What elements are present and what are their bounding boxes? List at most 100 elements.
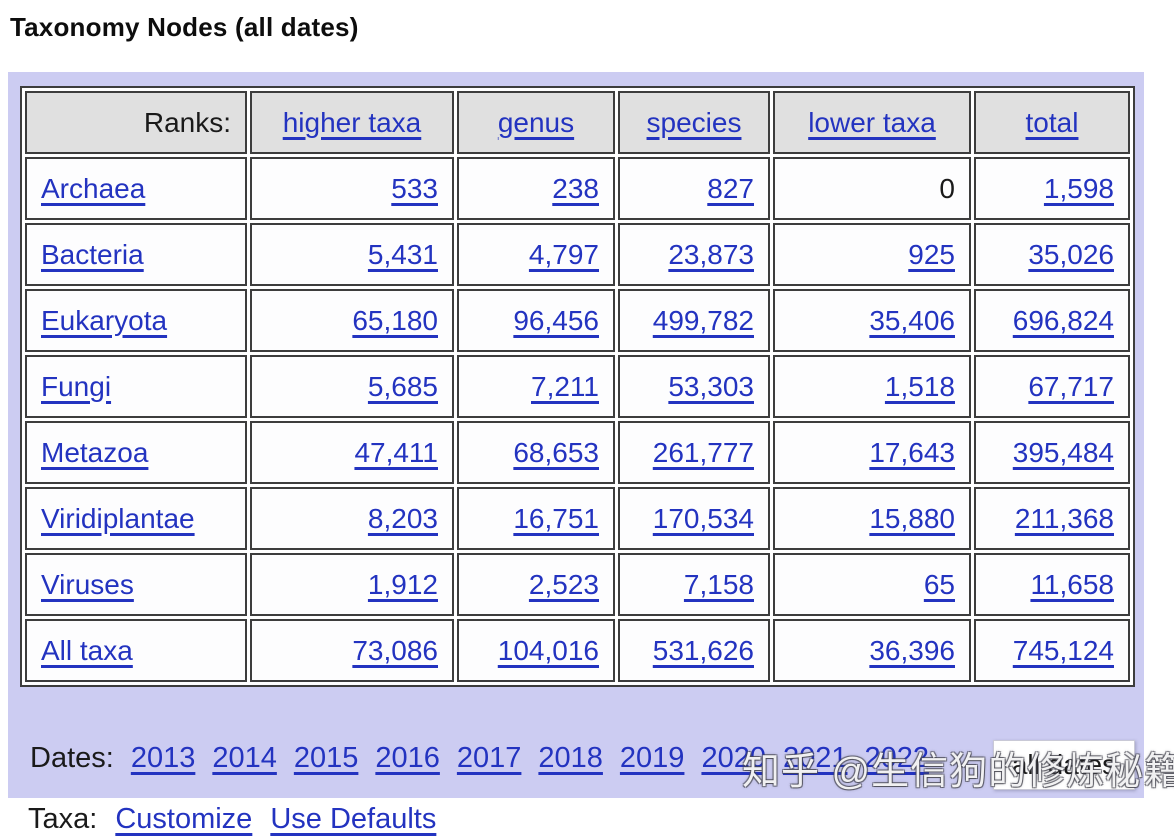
table-cell: 170,534 [618,487,770,550]
cell-link-all-taxa-lower-taxa[interactable]: 36,396 [869,634,955,666]
row-link-fungi[interactable]: Fungi [41,370,112,402]
dates-bar: Dates: 2013 2014 2015 2016 2017 2018 2019 2020 20… [30,742,929,775]
table-cell: 7,211 [457,355,615,418]
table-cell: 238 [457,157,615,220]
column-link-species[interactable]: species [646,106,742,138]
cell-link-eukaryota-higher-taxa[interactable]: 65,180 [352,304,438,336]
customize-link[interactable]: Customize [115,803,253,835]
cell-link-fungi-lower-taxa[interactable]: 1,518 [884,370,955,402]
cell-link-archaea-total[interactable]: 1,598 [1043,172,1114,204]
date-link-2014[interactable]: 2014 [212,742,277,774]
cell-link-bacteria-species[interactable]: 23,873 [668,238,754,270]
cell-value-archaea-lower-taxa: 0 [939,172,955,204]
cell-link-metazoa-lower-taxa[interactable]: 17,643 [869,436,955,468]
cell-link-fungi-total[interactable]: 67,717 [1028,370,1114,402]
table-cell: 211,368 [974,487,1130,550]
header-row: Ranks: higher taxa genus species lower t… [25,91,1130,154]
row-link-eukaryota[interactable]: Eukaryota [41,304,168,336]
date-link-2015[interactable]: 2015 [293,742,359,774]
table-cell: 1,598 [974,157,1130,220]
cell-link-viruses-higher-taxa[interactable]: 1,912 [367,568,438,600]
cell-link-archaea-higher-taxa[interactable]: 533 [391,172,438,204]
dates-label: Dates: [30,742,114,774]
date-link-2017[interactable]: 2017 [456,742,522,774]
table-cell: 35,406 [773,289,971,352]
cell-link-eukaryota-species[interactable]: 499,782 [652,304,754,336]
table-row: Eukaryota 65,180 96,456 499,782 35,406 696,8… [25,289,1130,352]
cell-link-viridiplantae-lower-taxa[interactable]: 15,880 [869,502,955,534]
cell-link-viridiplantae-total[interactable]: 211,368 [1014,502,1114,534]
table-cell: 35,026 [974,223,1130,286]
cell-link-viridiplantae-genus[interactable]: 16,751 [513,502,599,534]
row-link-archaea[interactable]: Archaea [41,172,146,204]
table-cell: 16,751 [457,487,615,550]
cell-link-viridiplantae-species[interactable]: 170,534 [652,502,754,534]
table-cell: 7,158 [618,553,770,616]
date-link-2019[interactable]: 2019 [619,742,685,774]
row-link-metazoa[interactable]: Metazoa [41,436,149,468]
date-link-2013[interactable]: 2013 [130,742,196,774]
cell-link-metazoa-species[interactable]: 261,777 [652,436,754,468]
column-link-lower-taxa[interactable]: lower taxa [808,106,936,138]
cell-link-all-taxa-higher-taxa[interactable]: 73,086 [352,634,438,666]
use-defaults-link[interactable]: Use Defaults [270,803,437,835]
date-link-2022[interactable]: 2022 [864,742,929,774]
table-cell: 68,653 [457,421,615,484]
table-cell: 531,626 [618,619,770,682]
cell-link-fungi-genus[interactable]: 7,211 [531,370,599,402]
table-row: All taxa 73,086 104,016 531,626 36,396 745,1… [25,619,1130,682]
table-cell: 5,685 [250,355,454,418]
cell-link-metazoa-higher-taxa[interactable]: 47,411 [354,436,438,468]
cell-link-viruses-total[interactable]: 11,658 [1030,568,1114,600]
table-row: Fungi 5,685 7,211 53,303 1,518 67,717 [25,355,1130,418]
table-cell: 533 [250,157,454,220]
cell-link-eukaryota-total[interactable]: 696,824 [1012,304,1114,336]
cell-link-all-taxa-total[interactable]: 745,124 [1012,634,1114,666]
cell-link-bacteria-lower-taxa[interactable]: 925 [908,238,955,270]
column-link-total[interactable]: total [1025,106,1079,138]
cell-link-fungi-species[interactable]: 53,303 [668,370,754,402]
taxa-customize-line: Taxa: Customize Use Defaults [28,803,436,836]
table-cell: 11,658 [974,553,1130,616]
cell-link-eukaryota-lower-taxa[interactable]: 35,406 [869,304,955,336]
cell-link-metazoa-total[interactable]: 395,484 [1012,436,1114,468]
table-cell: 65,180 [250,289,454,352]
table-row: Viruses 1,912 2,523 7,158 65 11,658 [25,553,1130,616]
date-link-2020[interactable]: 2020 [701,742,766,774]
cell-link-all-taxa-genus[interactable]: 104,016 [497,634,599,666]
row-link-all-taxa[interactable]: All taxa [41,634,133,666]
table-cell: 53,303 [618,355,770,418]
cell-link-viruses-species[interactable]: 7,158 [683,568,754,600]
row-link-viruses[interactable]: Viruses [41,568,134,600]
selected-date-badge: all dates [993,740,1135,790]
table-cell: 8,203 [250,487,454,550]
cell-link-archaea-species[interactable]: 827 [707,172,754,204]
table-cell: 2,523 [457,553,615,616]
date-link-2016[interactable]: 2016 [375,742,440,774]
date-link-2021[interactable]: 2021 [782,742,848,774]
cell-link-viruses-lower-taxa[interactable]: 65 [923,568,955,600]
table-cell: 1,518 [773,355,971,418]
column-link-genus[interactable]: genus [497,106,575,138]
cell-link-all-taxa-species[interactable]: 531,626 [652,634,754,666]
cell-link-bacteria-total[interactable]: 35,026 [1028,238,1114,270]
cell-link-metazoa-genus[interactable]: 68,653 [513,436,599,468]
page-title: Taxonomy Nodes (all dates) [10,12,359,42]
taxonomy-table: Ranks: higher taxa genus species lower t… [20,86,1135,687]
row-link-bacteria[interactable]: Bacteria [41,238,144,270]
table-row: Viridiplantae 8,203 16,751 170,534 15,880 21… [25,487,1130,550]
table-cell: 65 [773,553,971,616]
cell-link-archaea-genus[interactable]: 238 [552,172,599,204]
column-link-higher-taxa[interactable]: higher taxa [282,106,422,138]
cell-link-bacteria-genus[interactable]: 4,797 [528,238,599,270]
table-cell: 36,396 [773,619,971,682]
cell-link-bacteria-higher-taxa[interactable]: 5,431 [367,238,438,270]
cell-link-viruses-genus[interactable]: 2,523 [528,568,599,600]
cell-link-eukaryota-genus[interactable]: 96,456 [513,304,599,336]
table-cell: 4,797 [457,223,615,286]
row-link-viridiplantae[interactable]: Viridiplantae [41,502,195,534]
cell-link-viridiplantae-higher-taxa[interactable]: 8,203 [367,502,438,534]
date-link-2018[interactable]: 2018 [538,742,603,774]
cell-link-fungi-higher-taxa[interactable]: 5,685 [367,370,438,402]
